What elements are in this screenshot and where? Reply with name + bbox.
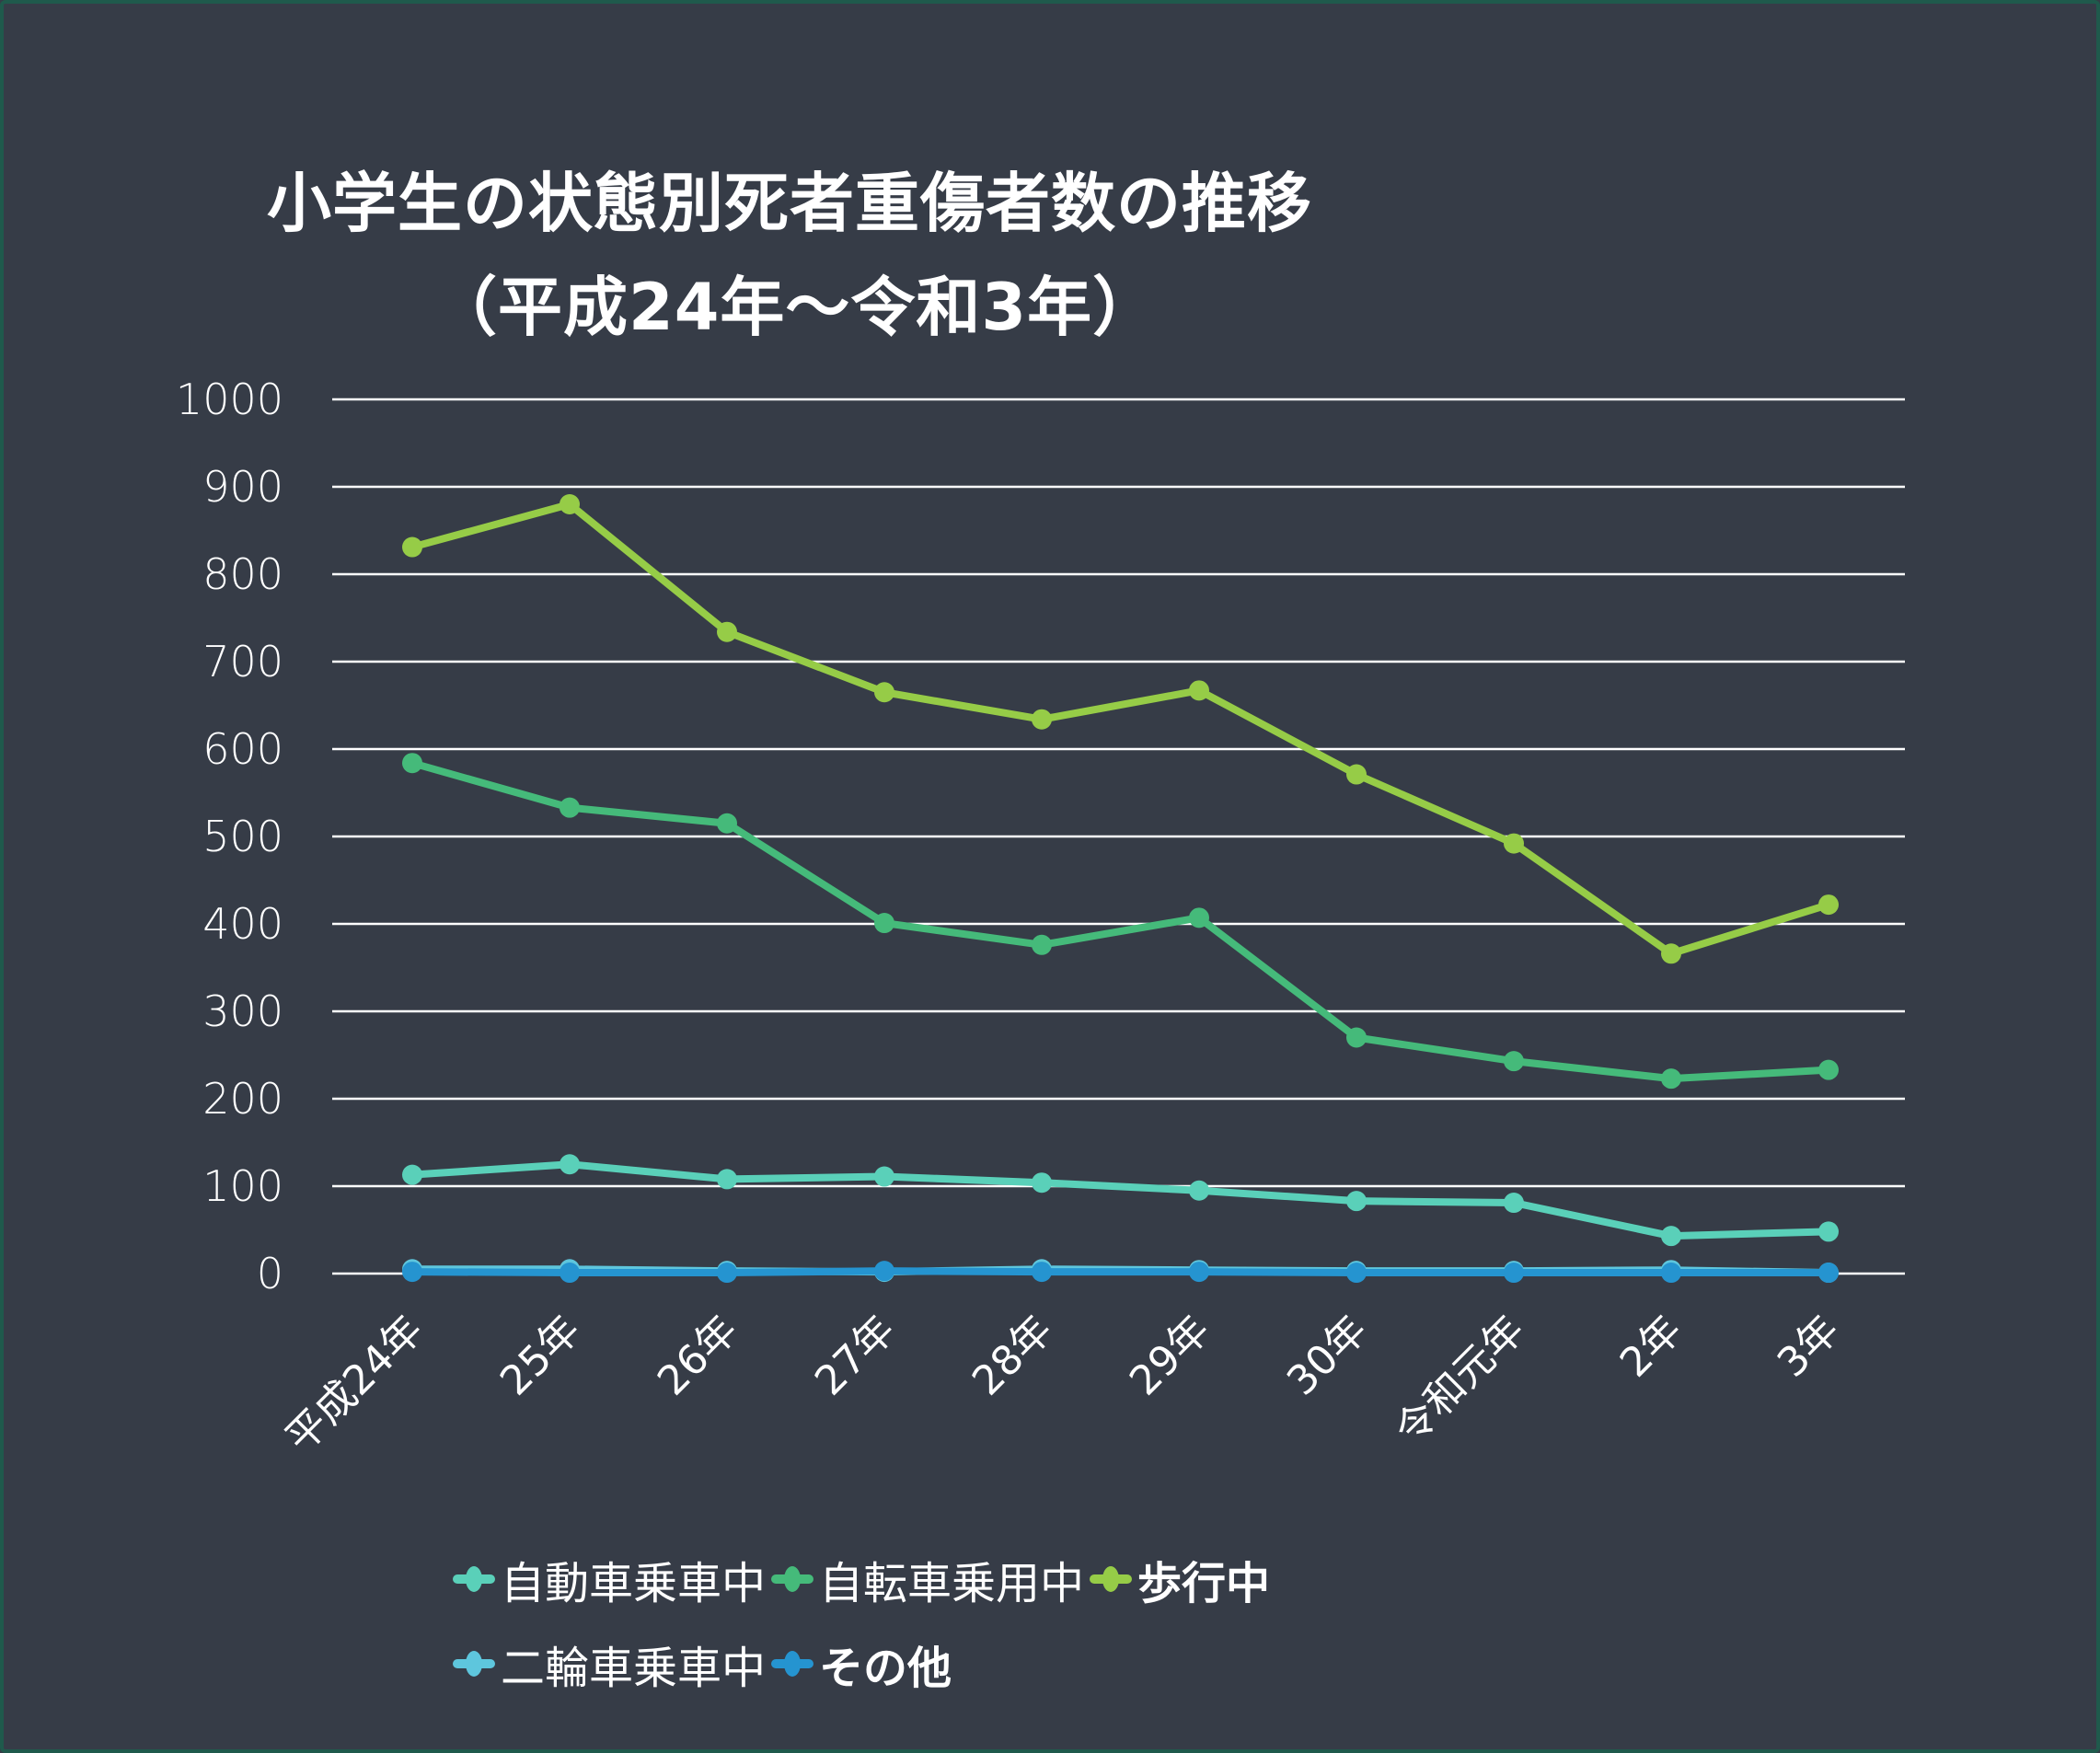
data-point	[1661, 1226, 1681, 1247]
x-tick-label: 26年	[649, 1307, 747, 1405]
y-tick-label: 400	[202, 899, 283, 949]
data-point	[402, 536, 422, 558]
legend-label: 自転車乗用中	[819, 1558, 1085, 1609]
data-point	[402, 753, 422, 774]
y-tick-label: 0	[257, 1249, 283, 1298]
legend-row: 自動車乗車中 自転車乗用中 歩行中	[453, 1537, 1649, 1621]
data-point	[1032, 934, 1052, 955]
data-point	[1818, 894, 1839, 916]
y-tick-label: 600	[202, 724, 283, 774]
series-line-1	[409, 759, 1832, 1083]
legend-item: その他	[771, 1632, 952, 1696]
data-point	[1346, 764, 1367, 785]
legend-row: 二輪車乗車中 その他	[453, 1621, 1649, 1706]
data-point	[560, 797, 580, 818]
y-tick-label: 100	[202, 1161, 283, 1211]
data-point	[1504, 833, 1524, 854]
x-tick-label: 平成24年	[277, 1307, 433, 1462]
data-point	[874, 1166, 894, 1187]
y-tick-label: 700	[202, 637, 283, 686]
data-point	[874, 913, 894, 934]
legend: 自動車乗車中 自転車乗用中 歩行中 二輪車乗車中 その他	[453, 1537, 1649, 1706]
series-line-4	[409, 1267, 1832, 1277]
data-point	[1189, 1180, 1209, 1201]
legend-label: 自動車乗車中	[501, 1558, 767, 1609]
y-tick-label: 1000	[176, 375, 283, 424]
data-point	[1661, 1263, 1681, 1284]
data-point	[1032, 1172, 1052, 1194]
legend-marker-icon	[453, 1566, 495, 1592]
data-point	[1818, 1059, 1839, 1080]
data-point	[874, 682, 894, 703]
data-point	[1346, 1191, 1367, 1212]
legend-item: 歩行中	[1090, 1547, 1270, 1611]
data-point	[1504, 1193, 1524, 1214]
legend-label: その他	[819, 1643, 952, 1694]
data-point	[1818, 1221, 1839, 1242]
data-point	[1818, 1263, 1839, 1284]
legend-item: 二輪車乗車中	[453, 1632, 766, 1696]
x-tick-label: 3年	[1769, 1307, 1849, 1387]
y-tick-label: 800	[202, 549, 283, 599]
x-tick-label: 令和元年	[1386, 1307, 1534, 1455]
data-point	[1189, 907, 1209, 928]
data-point	[1504, 1051, 1524, 1072]
data-point	[560, 1263, 580, 1284]
data-point	[1032, 709, 1052, 730]
x-tick-label: 28年	[963, 1307, 1062, 1405]
legend-label: 歩行中	[1137, 1558, 1271, 1609]
legend-marker-icon	[453, 1651, 495, 1677]
data-point	[560, 494, 580, 514]
data-point	[1189, 680, 1209, 701]
data-point	[1346, 1263, 1367, 1284]
series-line-0	[409, 1160, 1832, 1240]
data-point	[402, 1164, 422, 1185]
y-tick-label: 500	[202, 812, 283, 861]
x-tick-label: 29年	[1121, 1307, 1219, 1405]
y-tick-label: 900	[202, 462, 283, 512]
legend-marker-icon	[771, 1651, 814, 1677]
x-tick-label: 25年	[491, 1307, 590, 1405]
x-tick-label: 2年	[1611, 1307, 1691, 1387]
data-point	[717, 813, 737, 834]
data-point	[560, 1154, 580, 1175]
y-tick-label: 200	[202, 1074, 283, 1124]
y-tick-label: 300	[202, 986, 283, 1036]
chart-title-line2: （平成24年～令和3年）	[433, 270, 1159, 345]
data-point	[1189, 1262, 1209, 1283]
data-point	[1661, 943, 1681, 964]
data-point	[874, 1261, 894, 1282]
legend-marker-icon	[771, 1566, 814, 1592]
x-tick-label: 27年	[806, 1307, 905, 1405]
chart-title-line1: 小学生の状態別死者重傷者数の推移	[267, 166, 1312, 241]
x-tick-label: 30年	[1278, 1307, 1377, 1405]
data-point	[1661, 1068, 1681, 1090]
data-point	[1346, 1027, 1367, 1048]
data-point	[1032, 1262, 1052, 1283]
data-point	[1504, 1263, 1524, 1284]
data-point	[717, 1169, 737, 1190]
legend-marker-icon	[1090, 1566, 1133, 1592]
data-point	[717, 1263, 737, 1284]
series-line-2	[409, 501, 1832, 958]
legend-item: 自動車乗車中	[453, 1547, 766, 1611]
legend-label: 二輪車乗車中	[501, 1643, 767, 1694]
data-point	[717, 621, 737, 642]
data-point	[402, 1262, 422, 1283]
legend-item: 自転車乗用中	[771, 1547, 1084, 1611]
